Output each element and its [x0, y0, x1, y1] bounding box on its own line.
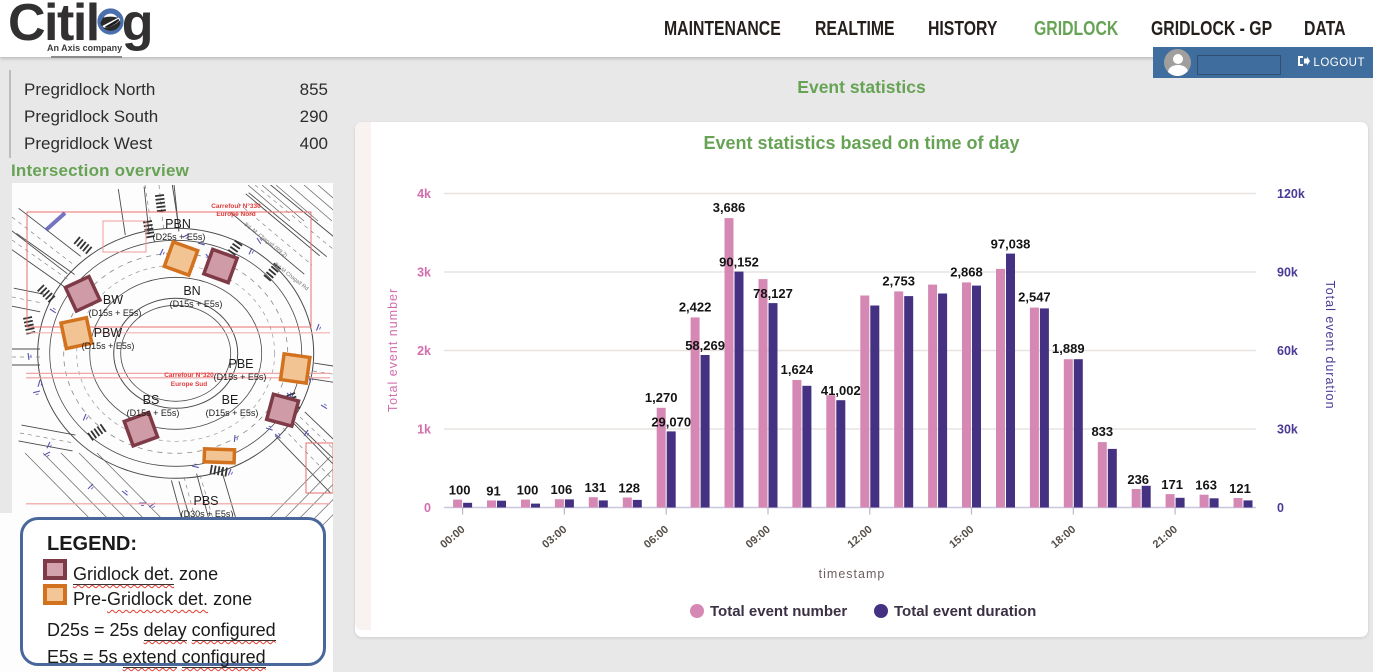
svg-text:90k: 90k: [1277, 266, 1298, 280]
svg-text:1k: 1k: [417, 423, 431, 437]
svg-text:(D15s + E5s): (D15s + E5s): [89, 308, 142, 318]
svg-text:18:00: 18:00: [1049, 524, 1078, 551]
svg-text:171: 171: [1161, 477, 1183, 492]
svg-text:41,002: 41,002: [821, 383, 861, 398]
svg-text:2,422: 2,422: [679, 299, 712, 314]
svg-text:1,624: 1,624: [781, 362, 814, 377]
svg-text:58,269: 58,269: [685, 338, 725, 353]
svg-text:(D15s + E5s): (D15s + E5s): [82, 341, 135, 351]
svg-text:Europe Sud: Europe Sud: [171, 381, 208, 388]
svg-text:3,686: 3,686: [713, 200, 746, 215]
svg-text:Total event number: Total event number: [386, 288, 400, 412]
svg-text:PBE: PBE: [228, 357, 253, 371]
svg-text:(D15s + E5s): (D15s + E5s): [170, 299, 223, 309]
svg-text:100: 100: [517, 483, 539, 498]
svg-text:15:00: 15:00: [947, 524, 976, 551]
svg-text:12:00: 12:00: [845, 524, 874, 551]
svg-text:131: 131: [584, 480, 606, 495]
svg-text:120k: 120k: [1277, 187, 1305, 201]
svg-text:3k: 3k: [417, 266, 431, 280]
svg-text:BW: BW: [103, 293, 123, 307]
svg-text:BN: BN: [183, 284, 200, 298]
svg-text:03:00: 03:00: [540, 524, 569, 551]
svg-text:2,868: 2,868: [950, 264, 983, 279]
svg-text:(D30s + E5s): (D30s + E5s): [181, 509, 234, 519]
svg-text:0: 0: [424, 501, 431, 515]
svg-text:Total event duration: Total event duration: [894, 603, 1036, 620]
svg-text:91: 91: [486, 483, 500, 498]
svg-text:PBW: PBW: [94, 326, 123, 340]
svg-text:(D15s + E5s): (D15s + E5s): [206, 408, 259, 418]
svg-text:21:00: 21:00: [1151, 524, 1180, 551]
svg-text:4k: 4k: [417, 187, 431, 201]
svg-text:06:00: 06:00: [642, 524, 671, 551]
svg-text:Total event duration: Total event duration: [1323, 280, 1337, 409]
svg-text:09:00: 09:00: [744, 524, 773, 551]
svg-text:106: 106: [551, 482, 573, 497]
svg-text:Total event number: Total event number: [710, 603, 847, 620]
svg-text:78,127: 78,127: [753, 286, 793, 301]
svg-text:BS: BS: [143, 393, 160, 407]
svg-text:30k: 30k: [1277, 423, 1298, 437]
svg-text:PBN: PBN: [165, 217, 191, 231]
svg-text:1,889: 1,889: [1052, 341, 1085, 356]
svg-text:(D15s + E5s): (D15s + E5s): [214, 372, 267, 382]
svg-text:(D25s + E5s): (D25s + E5s): [153, 232, 206, 242]
svg-text:60k: 60k: [1277, 344, 1298, 358]
svg-text:PBS: PBS: [193, 494, 218, 508]
svg-text:timestamp: timestamp: [819, 567, 886, 581]
svg-text:(D15s + E5s): (D15s + E5s): [127, 408, 180, 418]
svg-text:BE: BE: [222, 393, 239, 407]
svg-text:29,070: 29,070: [651, 414, 691, 429]
svg-text:Carrefour N°320: Carrefour N°320: [164, 371, 214, 379]
svg-text:Europe Nord: Europe Nord: [216, 211, 255, 218]
svg-text:00:00: 00:00: [438, 524, 467, 551]
svg-text:Carrefour N°330: Carrefour N°330: [211, 202, 261, 210]
svg-text:2,753: 2,753: [882, 273, 915, 288]
svg-text:0: 0: [1277, 501, 1284, 515]
svg-text:128: 128: [618, 481, 640, 496]
svg-text:1,270: 1,270: [645, 390, 678, 405]
svg-text:121: 121: [1229, 481, 1251, 496]
svg-text:833: 833: [1091, 424, 1113, 439]
svg-text:97,038: 97,038: [991, 237, 1031, 252]
svg-text:100: 100: [449, 483, 471, 498]
svg-text:2k: 2k: [417, 344, 431, 358]
svg-text:2,547: 2,547: [1018, 290, 1051, 305]
svg-text:90,152: 90,152: [719, 255, 759, 270]
svg-text:163: 163: [1195, 478, 1217, 493]
svg-text:236: 236: [1127, 472, 1149, 487]
